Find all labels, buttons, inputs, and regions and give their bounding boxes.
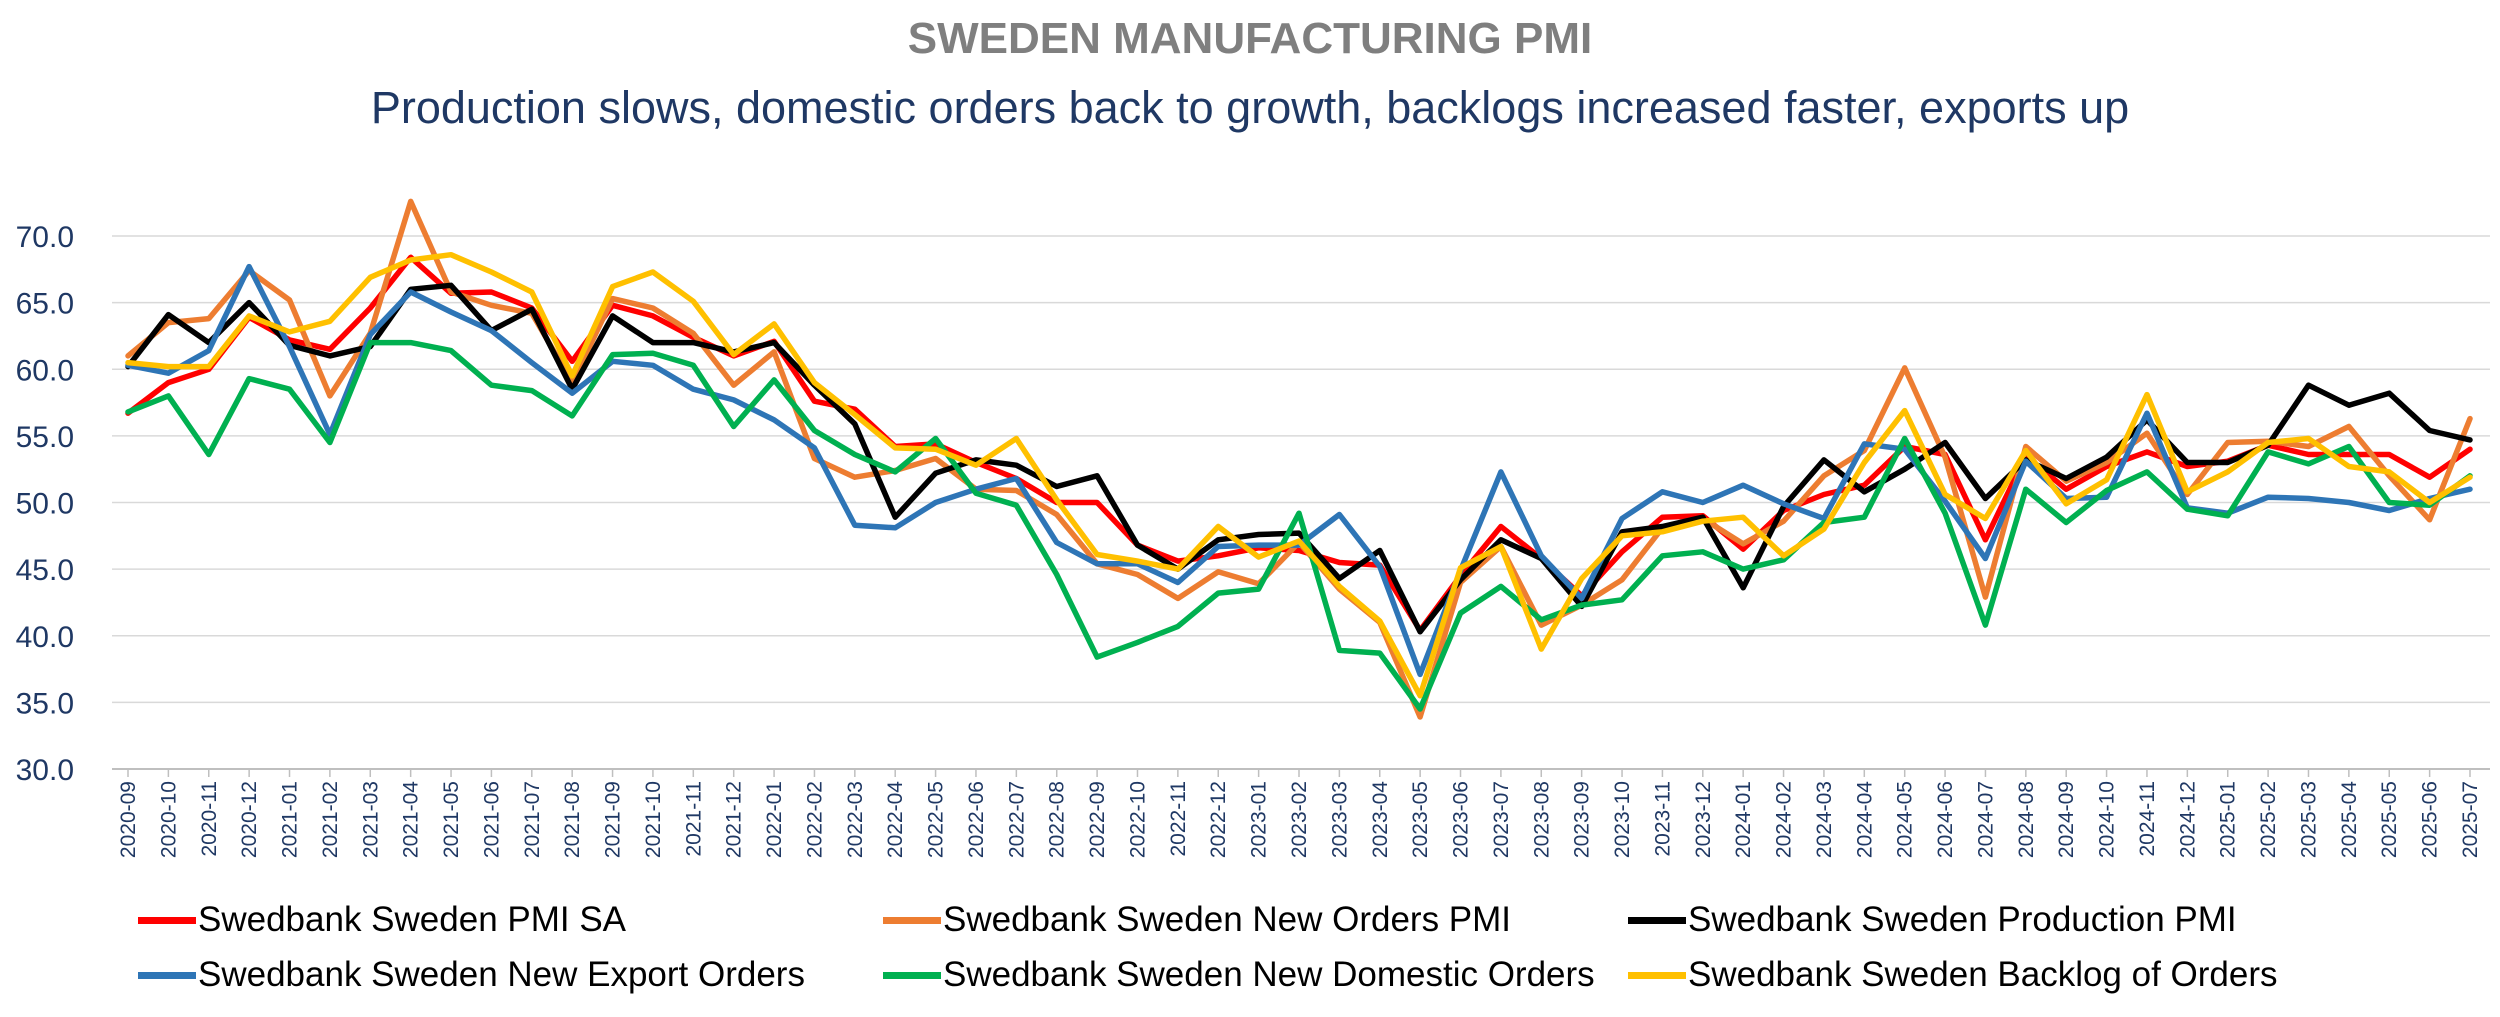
x-tick-label: 2023-06: [1450, 781, 1473, 858]
x-tick-label: 2025-03: [2297, 781, 2320, 858]
x-tick-label: 2024-06: [1934, 781, 1957, 858]
legend-item: Swedbank Sweden New Orders PMI: [883, 900, 1511, 940]
x-tick-label: 2021-07: [521, 781, 544, 858]
x-tick-label: 2023-04: [1369, 781, 1392, 858]
series-line-3: [125, 282, 2473, 635]
x-tick-label: 2023-11: [1651, 781, 1674, 857]
x-tick-label: 2023-01: [1248, 781, 1271, 858]
x-tick-label: 2022-09: [1086, 781, 1109, 858]
x-tick-label: 2021-09: [602, 781, 625, 858]
x-tick-label: 2021-10: [642, 781, 665, 858]
x-tick-label: 2022-03: [844, 781, 867, 858]
x-tick-label: 2022-11: [1167, 781, 1190, 857]
x-tick-label: 2020-09: [117, 781, 140, 858]
x-tick-label: 2024-12: [2176, 781, 2199, 858]
y-tick-label: 70.0: [16, 221, 74, 254]
legend-label: Swedbank Sweden New Domestic Orders: [943, 955, 1595, 994]
series-lines: [125, 198, 2473, 720]
y-tick-label: 40.0: [16, 621, 74, 654]
legend-swatch: [1628, 971, 1686, 979]
legend-item: Swedbank Sweden Production PMI: [1628, 900, 2237, 940]
x-tick-label: 2024-04: [1853, 781, 1876, 858]
x-tick-label: 2024-07: [1974, 781, 1997, 858]
x-tick-label: 2021-04: [400, 781, 423, 858]
y-tick-label: 65.0: [16, 288, 74, 321]
legend-label: Swedbank Sweden New Export Orders: [198, 955, 805, 994]
legend-swatch: [883, 916, 941, 924]
series-line-1: [125, 254, 2473, 634]
x-tick-label: 2024-11: [2136, 781, 2159, 857]
x-tick-label: 2021-08: [561, 781, 584, 858]
y-tick-label: 55.0: [16, 421, 74, 454]
x-tick-label: 2025-07: [2459, 781, 2482, 858]
legend-label: Swedbank Sweden Backlog of Orders: [1688, 955, 2278, 994]
y-tick-label: 50.0: [16, 488, 74, 521]
x-tick-label: 2024-08: [2015, 781, 2038, 858]
legend-item: Swedbank Sweden PMI SA: [138, 900, 626, 940]
y-tick-label: 60.0: [16, 354, 74, 387]
x-tick-label: 2021-06: [480, 781, 503, 858]
chart-subtitle: Production slows, domestic orders back t…: [370, 82, 2130, 133]
x-tick-label: 2022-01: [763, 781, 786, 858]
y-tick-label: 45.0: [16, 554, 74, 587]
x-tick-label: 2022-08: [1046, 781, 1069, 858]
x-tick-label: 2025-06: [2419, 781, 2442, 858]
x-tick-label: 2023-02: [1288, 781, 1311, 858]
x-tick-label: 2020-11: [198, 781, 221, 857]
legend-swatch: [883, 971, 941, 979]
legend-label: Swedbank Sweden Production PMI: [1688, 900, 2237, 939]
x-tick-label: 2023-10: [1611, 781, 1634, 858]
x-tick-label: 2020-12: [238, 781, 261, 858]
series-line-6: [125, 251, 2473, 699]
y-tick-label: 35.0: [16, 687, 74, 720]
legend-label: Swedbank Sweden New Orders PMI: [943, 900, 1512, 939]
chart-title: SWEDEN MANUFACTURING PMI: [907, 14, 1593, 63]
x-tick-label: 2025-01: [2217, 781, 2240, 858]
x-tick-label: 2024-10: [2096, 781, 2119, 858]
legend-swatch: [138, 971, 196, 979]
x-tick-label: 2025-05: [2378, 781, 2401, 858]
x-tick-label: 2022-10: [1126, 781, 1149, 858]
x-tick-label: 2021-11: [682, 781, 705, 857]
legend-label: Swedbank Sweden PMI SA: [198, 900, 627, 939]
x-tick-label: 2021-02: [319, 781, 342, 858]
y-tick-label: 30.0: [16, 754, 74, 787]
x-tick-label: 2025-02: [2257, 781, 2280, 858]
axes: 70.0 65.0 60.0 55.0 50.0 45.0 40.0 35.0 30.0 2020…: [16, 221, 2490, 858]
x-tick-label: 2023-07: [1490, 781, 1513, 858]
x-tick-label: 2022-06: [965, 781, 988, 858]
x-tick-label: 2021-01: [279, 781, 302, 858]
x-tick-label: 2022-12: [1207, 781, 1230, 858]
series-line-5: [125, 339, 2473, 712]
legend-item: Swedbank Sweden New Domestic Orders: [883, 955, 1595, 995]
x-tick-label: 2023-03: [1328, 781, 1351, 858]
x-tick-label: 2023-12: [1692, 781, 1715, 858]
legend-swatch: [1628, 916, 1686, 924]
x-tick-label: 2023-08: [1530, 781, 1553, 858]
x-tick-label: 2024-01: [1732, 781, 1755, 858]
gridlines: [112, 235, 2490, 770]
x-tick-label: 2022-07: [1005, 781, 1028, 858]
x-tick-label: 2020-10: [157, 781, 180, 858]
x-tick-label: 2024-05: [1894, 781, 1917, 858]
x-tick-label: 2023-09: [1571, 781, 1594, 858]
x-tick-label: 2025-04: [2338, 781, 2361, 858]
legend-item: Swedbank Sweden New Export Orders: [138, 955, 805, 995]
x-tick-label: 2021-05: [440, 781, 463, 858]
legend-swatch: [138, 916, 196, 924]
x-tick-label: 2022-04: [884, 781, 907, 858]
x-tick-label: 2024-02: [1773, 781, 1796, 858]
x-tick-label: 2021-12: [723, 781, 746, 858]
x-tick-label: 2024-09: [2055, 781, 2078, 858]
x-tick-label: 2024-03: [1813, 781, 1836, 858]
x-tick-label: 2021-03: [359, 781, 382, 858]
x-tick-label: 2022-05: [925, 781, 948, 858]
legend-item: Swedbank Sweden Backlog of Orders: [1628, 955, 2278, 995]
x-tick-label: 2023-05: [1409, 781, 1432, 858]
x-tick-label: 2022-02: [803, 781, 826, 858]
series-line-4: [125, 263, 2473, 678]
